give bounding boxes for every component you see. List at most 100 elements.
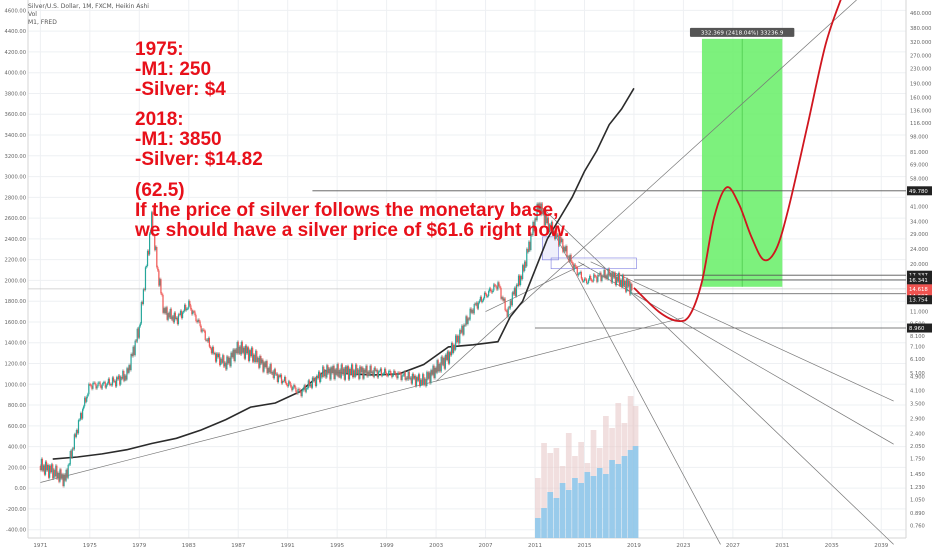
candle-body xyxy=(547,217,550,232)
candle-body xyxy=(141,302,143,304)
candle-body xyxy=(533,221,535,232)
x-tick-label: 2011 xyxy=(528,543,542,549)
candle-body xyxy=(100,386,102,389)
right-tick-label: 3.500 xyxy=(910,401,925,407)
candle-body xyxy=(567,256,569,258)
candle-body xyxy=(595,276,597,278)
candle-body xyxy=(215,353,218,362)
candle-body xyxy=(416,377,419,381)
candle-body xyxy=(311,377,314,388)
x-tick-label: 1999 xyxy=(380,543,394,549)
candle-body xyxy=(114,380,117,387)
candle-body xyxy=(543,210,545,226)
candle-body xyxy=(200,325,202,332)
candle-body xyxy=(219,353,221,366)
candle-body xyxy=(362,367,364,379)
candle-body xyxy=(66,469,68,478)
candle-body xyxy=(55,465,57,477)
candle-body xyxy=(80,413,83,419)
left-tick-label: 400.00 xyxy=(8,445,26,451)
candle-body xyxy=(541,203,543,215)
candle-body xyxy=(310,384,312,388)
left-tick-label: -200.00 xyxy=(6,507,26,513)
candle-body xyxy=(64,474,66,481)
candle-body xyxy=(155,246,157,250)
candle-body xyxy=(90,384,92,386)
candle-body xyxy=(352,364,354,378)
candle-body xyxy=(516,284,519,286)
candle-body xyxy=(248,350,251,361)
candle-body xyxy=(54,469,56,477)
candle-body xyxy=(369,365,371,375)
candle-body xyxy=(151,212,153,231)
candle-body xyxy=(371,371,373,374)
candle-body xyxy=(61,474,63,479)
candle-body xyxy=(583,278,586,282)
candle-body xyxy=(424,378,426,385)
candle-body xyxy=(531,233,533,236)
candle-body xyxy=(179,310,182,315)
candle-body xyxy=(615,276,618,286)
right-tick-label: 41.000 xyxy=(910,204,928,210)
candle-body xyxy=(335,369,337,375)
candle-body xyxy=(556,228,558,237)
candle-body xyxy=(605,275,607,279)
candle-body xyxy=(136,328,138,342)
candle-body xyxy=(546,217,548,224)
annotation-line: 2018: xyxy=(135,109,184,130)
candle-body xyxy=(624,280,626,286)
x-tick-label: 2035 xyxy=(825,543,839,549)
annotation-line: -Silver: $14.82 xyxy=(135,149,263,170)
right-tick-label: 4.900 xyxy=(910,374,925,380)
candle-body xyxy=(257,358,259,363)
x-tick-label: 1987 xyxy=(231,543,245,549)
candle-body xyxy=(74,434,77,437)
right-tick-label: 81.000 xyxy=(910,150,928,156)
candle-body xyxy=(457,335,459,343)
candle-body xyxy=(601,275,603,281)
candle-body xyxy=(51,464,53,473)
candle-body xyxy=(201,329,203,332)
candle-body xyxy=(430,370,432,384)
candle-body xyxy=(549,224,552,232)
candle-body xyxy=(391,374,393,377)
candle-body xyxy=(117,377,119,380)
candle-body xyxy=(535,218,537,221)
candle-body xyxy=(466,316,468,324)
candle-body xyxy=(476,302,478,309)
candle-body xyxy=(209,346,212,349)
candle-body xyxy=(171,316,173,320)
annotation-line: -Silver: $4 xyxy=(135,79,226,100)
trendline xyxy=(40,317,684,483)
candle-body xyxy=(332,365,334,374)
candle-body xyxy=(168,313,170,318)
candle-body xyxy=(194,311,196,316)
candle-body xyxy=(406,377,408,380)
candle-body xyxy=(185,304,187,311)
candle-body xyxy=(282,381,285,382)
candle-body xyxy=(548,224,551,232)
candle-body xyxy=(340,364,342,378)
candle-body xyxy=(289,381,291,384)
volume-bar xyxy=(596,468,603,538)
candle-body xyxy=(433,365,435,379)
candle-body xyxy=(186,308,188,311)
candle-body xyxy=(106,383,108,386)
candle-body xyxy=(68,464,70,466)
candle-body xyxy=(183,311,185,313)
candle-body xyxy=(286,383,288,385)
candle-body xyxy=(270,364,272,374)
right-tick-label: 8.100 xyxy=(910,334,925,340)
candle-body xyxy=(453,345,455,353)
candle-body xyxy=(210,348,213,354)
candle-body xyxy=(337,364,339,377)
candle-body xyxy=(130,354,132,371)
candle-body xyxy=(103,382,105,384)
candle-body xyxy=(508,307,510,309)
candle-body xyxy=(582,281,585,282)
candle-body xyxy=(350,364,353,375)
candle-body xyxy=(580,272,582,279)
candle-body xyxy=(557,234,559,237)
candle-body xyxy=(83,406,85,410)
